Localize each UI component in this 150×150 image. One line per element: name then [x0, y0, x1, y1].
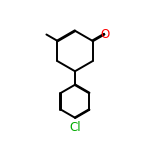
- Text: O: O: [100, 28, 110, 41]
- Text: Cl: Cl: [69, 121, 81, 134]
